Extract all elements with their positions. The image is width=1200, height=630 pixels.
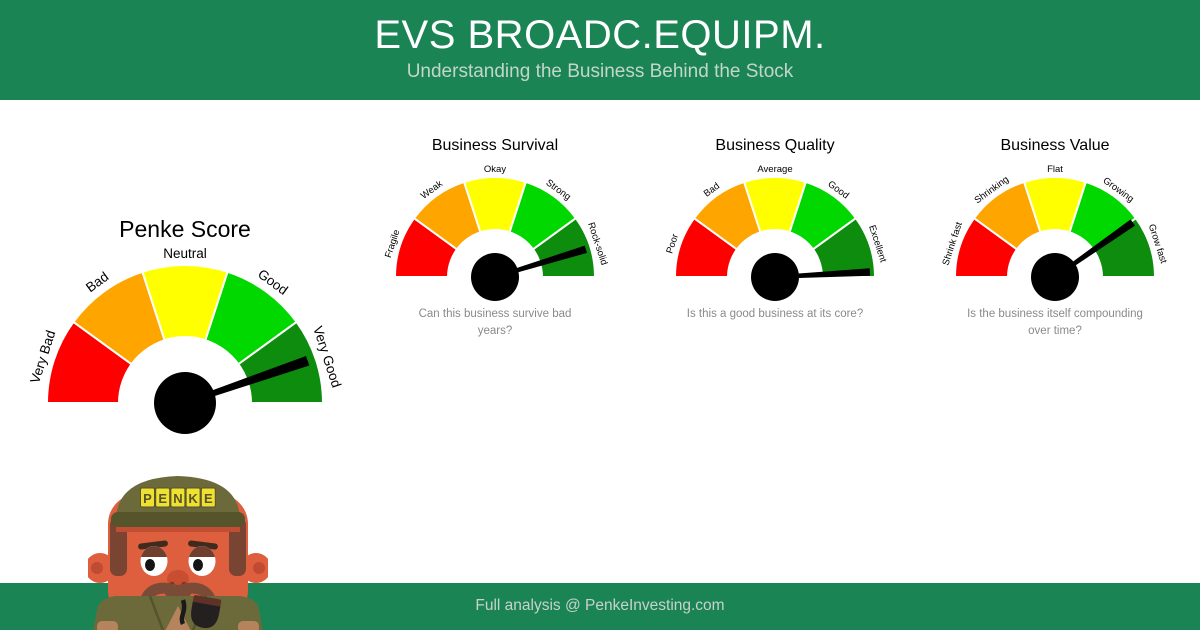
gauge-label-neutral: Neutral xyxy=(163,246,207,261)
mascot-pupil-left xyxy=(145,559,155,571)
gauge-label-flat: Flat xyxy=(1047,164,1063,175)
gauge-hub xyxy=(1031,253,1079,301)
mascot-eyebrow-left xyxy=(138,540,168,550)
footer-text: Full analysis @ PenkeInvesting.com xyxy=(475,597,725,614)
mascot-hand-left xyxy=(97,621,118,630)
penke-mascot: P E N K E xyxy=(88,476,268,630)
page-subtitle: Understanding the Business Behind the St… xyxy=(406,61,794,82)
mascot-ear-inner-right xyxy=(253,562,265,574)
hat-letter: P xyxy=(143,491,152,506)
gauge-title-business-survival: Business Survival xyxy=(431,137,559,154)
hat-tiles: P E N K E xyxy=(140,487,216,508)
gauge-caption-business-quality: Is this a good business at its core? xyxy=(686,308,864,320)
hat-letter: K xyxy=(188,491,198,506)
mascot-hand-right xyxy=(238,621,259,630)
hat-letter: E xyxy=(158,491,167,506)
mascot-sideburn-right xyxy=(229,518,246,576)
mascot-cap-brim xyxy=(111,512,245,527)
mascot-shirt xyxy=(165,606,191,630)
gauge-segment-neutral xyxy=(141,264,229,407)
mascot-ear-inner-left xyxy=(91,562,103,574)
mascot-pupil-right xyxy=(193,559,203,571)
hat-letter: N xyxy=(173,491,182,506)
mascot-eyebrow-right xyxy=(188,540,218,550)
gauge-title-penke-score: Penke Score xyxy=(119,216,251,242)
gauge-title-business-value: Business Value xyxy=(1000,137,1110,154)
gauge-label-average: Average xyxy=(757,164,792,175)
mascot-eyelid-right xyxy=(188,546,216,557)
pipe-icon xyxy=(179,595,222,629)
gauge-needle xyxy=(184,356,310,406)
page-title: EVS BROADC.EQUIPM. xyxy=(374,13,826,57)
mascot-lapel-left xyxy=(148,595,165,630)
header-bar: EVS BROADC.EQUIPM. Understanding the Bus… xyxy=(0,0,1200,100)
mascot-sideburn-left xyxy=(110,518,127,576)
gauge-hub xyxy=(751,253,799,301)
gauge-caption-business-value: Is the business itself compounding over … xyxy=(967,308,1143,337)
gauge-label-okay: Okay xyxy=(484,164,506,175)
gauge-hub xyxy=(154,372,216,434)
gauge-title-business-quality: Business Quality xyxy=(715,137,835,154)
hat-letter: E xyxy=(204,491,213,506)
gauge-hub xyxy=(471,253,519,301)
gauge-caption-business-survival: Can this business survive bad years? xyxy=(418,308,572,337)
mascot-eyelid-left xyxy=(140,546,168,557)
